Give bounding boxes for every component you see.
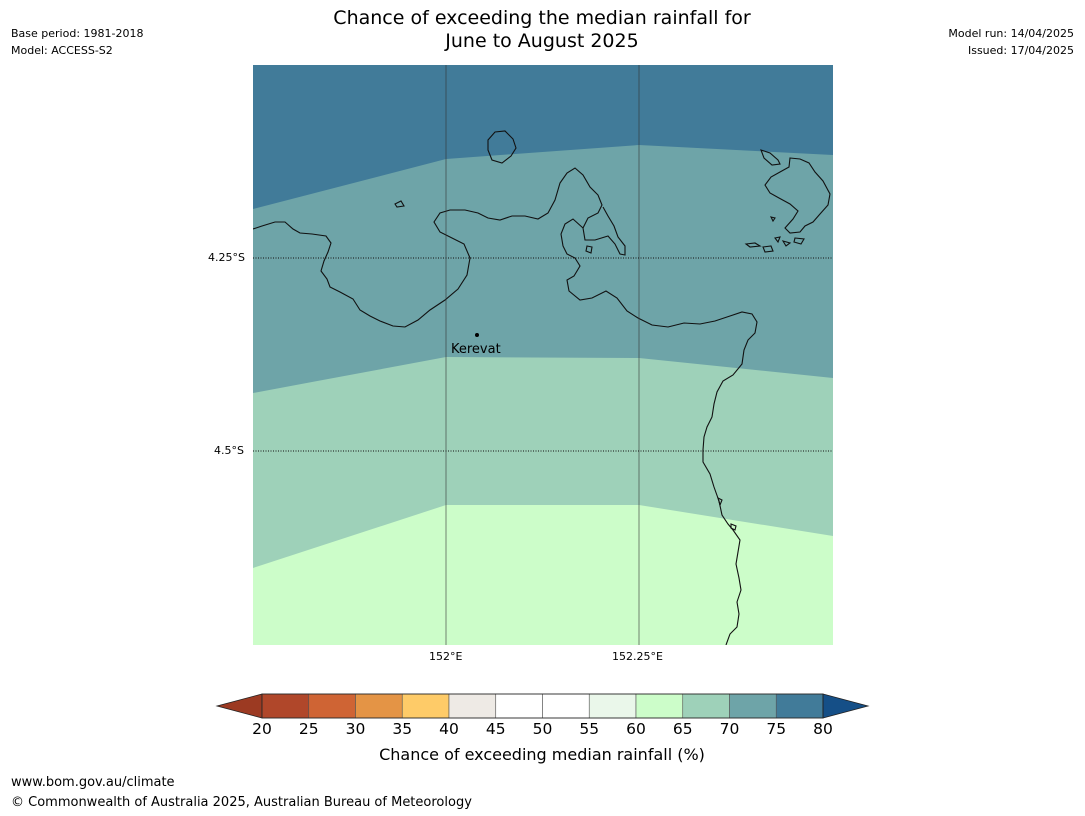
colorbar-under-arrow: [215, 693, 263, 719]
colorbar-bin-30-35: [355, 693, 403, 719]
place-label-kerevat: Kerevat: [451, 342, 501, 357]
colorbar-tick-label: 20: [252, 720, 272, 738]
kerevat-marker: [475, 333, 479, 337]
colorbar-tick-label: 30: [345, 720, 366, 738]
colorbar-bin-60-65: [635, 693, 684, 719]
colorbar-tick-label: 75: [766, 720, 787, 738]
colorbar-tick-label: 45: [485, 720, 506, 738]
coastline: [253, 130, 831, 645]
model-run-text: Model run: 14/04/2025: [948, 27, 1074, 40]
colorbar-tick-label: 50: [532, 720, 553, 738]
colorbar-tick-label: 40: [439, 720, 459, 738]
colorbar-bin-40-45: [448, 693, 497, 719]
title-line-2: June to August 2025: [445, 30, 639, 52]
issued-text: Issued: 17/04/2025: [967, 44, 1074, 57]
lat-label-4-25: 4.25°S: [208, 251, 245, 264]
colorbar-bin-75-80: [775, 693, 824, 719]
colorbar-bins: [261, 693, 824, 719]
colorbar-tick-label: 55: [579, 720, 600, 738]
colorbar-bin-65-70: [682, 693, 730, 719]
metadata-right: Model run: 14/04/2025 Issued: 17/04/2025: [948, 25, 1074, 59]
colorbar-tick-label: 70: [719, 720, 740, 738]
lon-label-152: 152°E: [429, 650, 463, 663]
title-line-1: Chance of exceeding the median rainfall …: [333, 7, 751, 29]
footer-url: www.bom.gov.au/climate: [11, 775, 175, 790]
colorbar-bin-55-60: [588, 693, 637, 719]
colorbar-tick-label: 25: [298, 720, 319, 738]
graticule: [253, 65, 833, 645]
colorbar-over-arrow: [822, 693, 870, 719]
colorbar-bin-70-75: [729, 693, 777, 719]
metadata-left: Base period: 1981-2018 Model: ACCESS-S2: [11, 25, 143, 59]
model-text: Model: ACCESS-S2: [11, 44, 113, 57]
colorbar-bin-20-25: [261, 693, 310, 719]
lat-label-4-5: 4.5°S: [214, 444, 244, 457]
colorbar-tick-label: 65: [672, 720, 693, 738]
colorbar-bin-25-30: [308, 693, 356, 719]
probability-regions: [253, 65, 833, 645]
colorbar-bin-45-50: [495, 693, 543, 719]
colorbar-tick-label: 60: [626, 720, 646, 738]
colorbar-tick-label: 35: [392, 720, 413, 738]
base-period-text: Base period: 1981-2018: [11, 27, 144, 40]
colorbar-title: Chance of exceeding median rainfall (%): [379, 745, 705, 764]
map-title: Chance of exceeding the median rainfall …: [242, 7, 842, 53]
footer-copyright: © Commonwealth of Australia 2025, Austra…: [11, 795, 472, 810]
lon-label-152-25: 152.25°E: [612, 650, 663, 663]
region-60-65: [253, 505, 833, 645]
colorbar-tick-label: 80: [813, 720, 833, 738]
colorbar-bin-35-40: [401, 693, 450, 719]
colorbar-bin-50-55: [542, 693, 590, 719]
